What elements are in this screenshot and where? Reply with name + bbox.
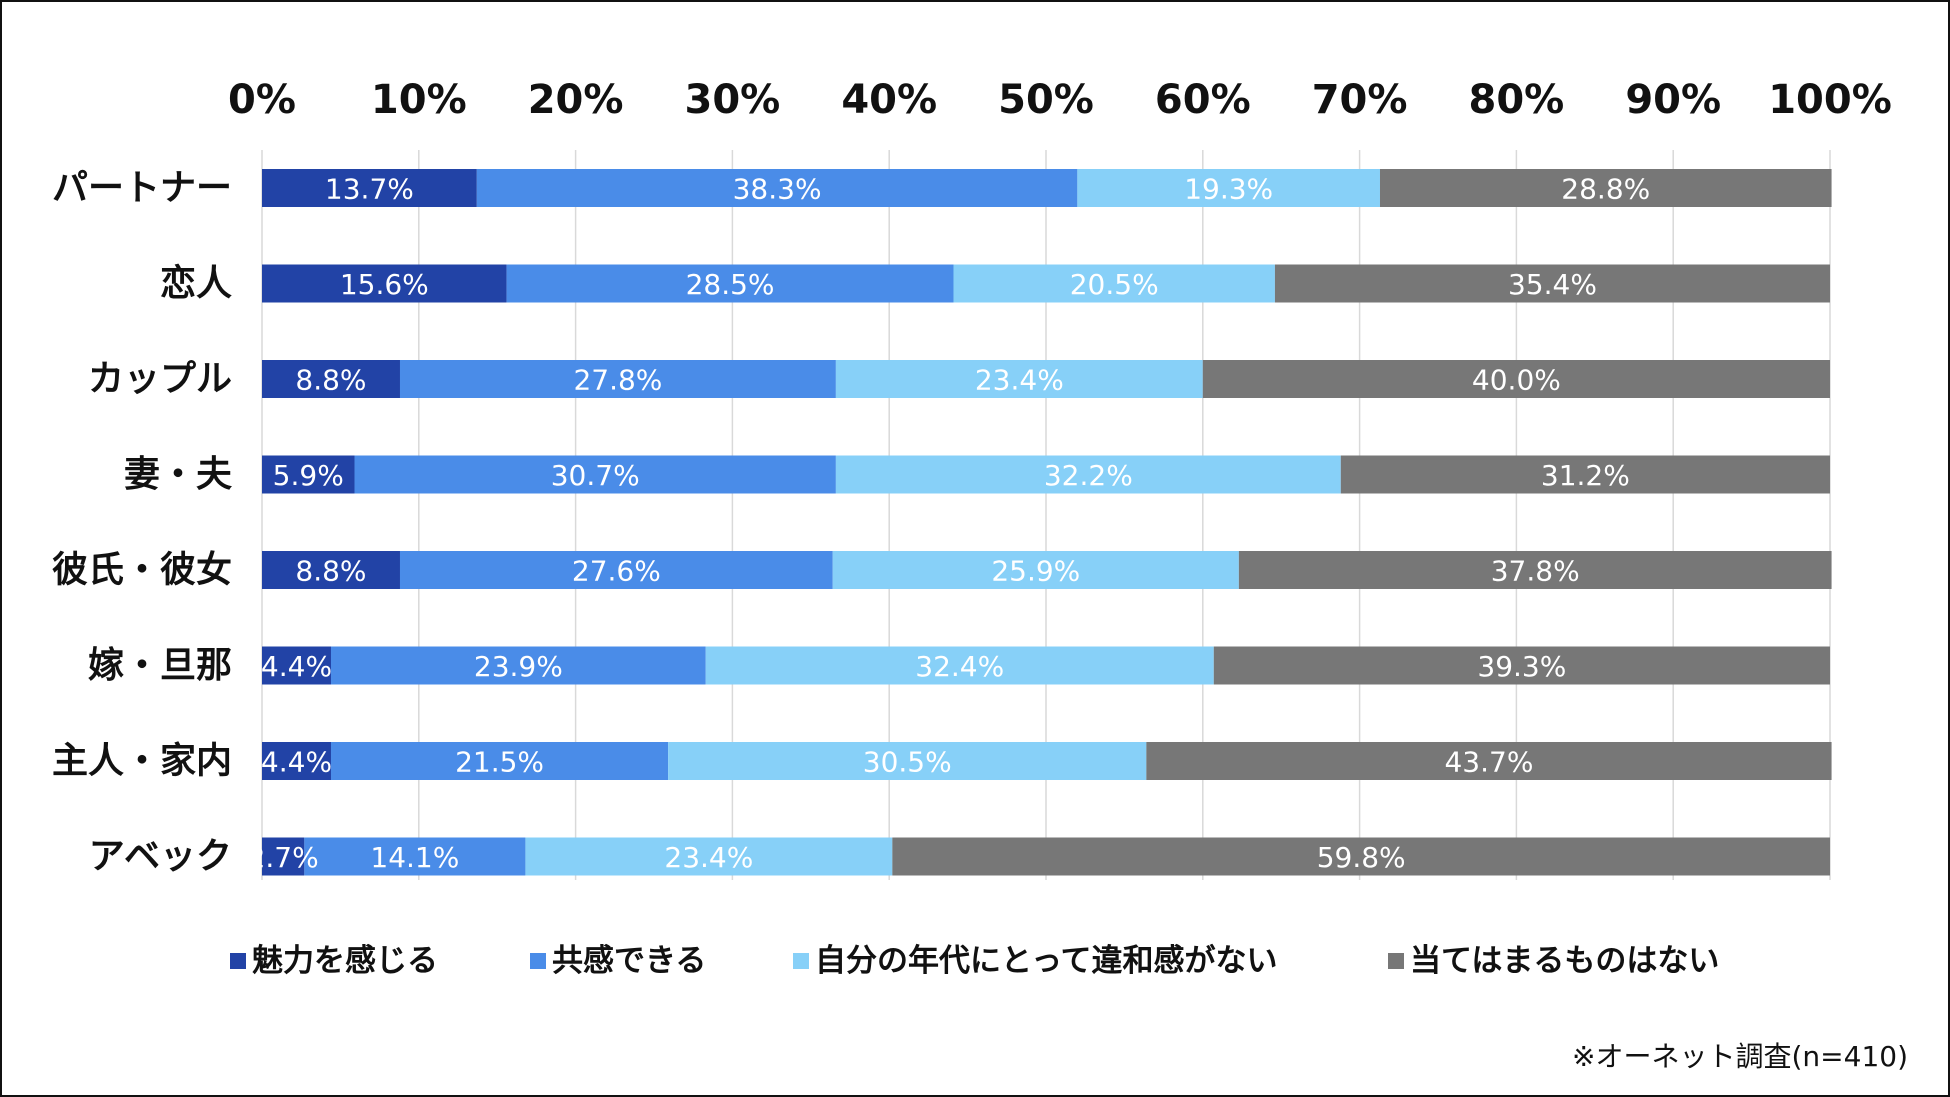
legend-swatch — [793, 953, 809, 969]
bars — [262, 169, 1832, 876]
category-label: 嫁・旦那 — [88, 645, 232, 686]
data-label: 2.7% — [248, 841, 319, 874]
data-label: 37.8% — [1491, 555, 1580, 588]
legend-label: 共感できる — [552, 943, 706, 979]
category-label: パートナー — [52, 168, 232, 209]
data-label: 14.1% — [370, 841, 459, 874]
data-label: 27.8% — [573, 364, 662, 397]
category-label: 彼氏・彼女 — [52, 550, 232, 591]
bar-segment — [262, 837, 305, 876]
bar-segment — [354, 455, 836, 494]
bar-segment — [1202, 360, 1830, 398]
data-label: 59.8% — [1317, 841, 1406, 874]
data-label: 4.4% — [261, 746, 332, 779]
bar-segment — [525, 837, 893, 876]
data-label: 31.2% — [1541, 459, 1630, 492]
data-label: 8.8% — [295, 364, 366, 397]
bar-segment — [476, 169, 1078, 207]
data-label: 21.5% — [455, 746, 544, 779]
bar-segment — [262, 169, 477, 207]
data-label: 5.9% — [273, 459, 344, 492]
x-tick-label: 40% — [841, 77, 937, 123]
x-tick-label: 50% — [998, 77, 1094, 123]
bar-segment — [1379, 169, 1832, 207]
bar-segment — [835, 360, 1203, 398]
data-label: 39.3% — [1477, 650, 1566, 683]
data-label: 38.3% — [733, 173, 822, 206]
bar-segment — [262, 264, 507, 303]
bar-segment — [668, 742, 1147, 780]
bar-segment — [330, 742, 669, 780]
bar-segment — [506, 264, 954, 303]
x-tick-label: 60% — [1155, 77, 1251, 123]
bar-segment — [1238, 551, 1832, 589]
bar-segment — [330, 646, 706, 685]
legend-label: 魅力を感じる — [252, 943, 438, 979]
bar-segment — [399, 360, 836, 398]
category-label: 恋人 — [160, 262, 232, 304]
bar-segment — [262, 646, 331, 685]
bar-segment — [1077, 169, 1380, 207]
bar-segment — [835, 455, 1341, 494]
bar-segment — [304, 837, 526, 876]
bar-segment — [1274, 264, 1830, 303]
x-tick-label: 80% — [1469, 77, 1565, 123]
legend-swatch — [530, 953, 546, 969]
bar-segment — [1340, 455, 1830, 494]
data-label: 13.7% — [325, 173, 414, 206]
data-label: 19.3% — [1184, 173, 1273, 206]
data-label: 35.4% — [1508, 268, 1597, 301]
x-tick-label: 10% — [371, 77, 467, 123]
legend-swatch — [230, 953, 246, 969]
x-tick-label: 90% — [1625, 77, 1721, 123]
bar-segment — [953, 264, 1275, 303]
data-label: 4.4% — [261, 650, 332, 683]
x-tick-label: 30% — [685, 77, 781, 123]
legend-label: 当てはまるものはない — [1410, 943, 1719, 979]
data-label: 28.8% — [1561, 173, 1650, 206]
data-label: 32.4% — [915, 650, 1004, 683]
bar-segment — [399, 551, 833, 589]
data-label: 43.7% — [1444, 746, 1533, 779]
x-tick-label: 20% — [528, 77, 624, 123]
category-label: カップル — [88, 359, 232, 400]
x-tick-label: 0% — [228, 77, 296, 123]
data-label: 20.5% — [1070, 268, 1159, 301]
legend-label: 自分の年代にとって違和感がない — [815, 943, 1278, 979]
data-label: 27.6% — [572, 555, 661, 588]
x-axis-ticks: 0% 10% 20% 30% 40% 50% 60% 70% 80% 90% 100% — [228, 77, 1892, 123]
x-tick-label: 70% — [1312, 77, 1408, 123]
category-label: 主人・家内 — [52, 741, 232, 782]
bar-segment — [262, 551, 400, 589]
data-label: 15.6% — [340, 268, 429, 301]
bar-segment — [262, 742, 331, 780]
legend-swatch — [1388, 953, 1404, 969]
x-tick-label: 100% — [1768, 77, 1892, 123]
category-label: アベック — [89, 836, 232, 877]
bar-segment — [832, 551, 1239, 589]
bar-segment — [705, 646, 1214, 685]
data-label: 23.9% — [474, 650, 563, 683]
data-label: 28.5% — [686, 268, 775, 301]
data-label: 32.2% — [1044, 459, 1133, 492]
data-label: 25.9% — [991, 555, 1080, 588]
data-label: 40.0% — [1472, 364, 1561, 397]
bar-segment — [262, 455, 355, 494]
data-label: 30.7% — [551, 459, 640, 492]
bar-segment — [1213, 646, 1830, 685]
data-label: 23.4% — [664, 841, 753, 874]
category-label: 妻・夫 — [124, 454, 233, 495]
data-label: 30.5% — [863, 746, 952, 779]
bar-segment — [262, 360, 400, 398]
legend: 魅力を感じる 共感できる 自分の年代にとって違和感がない 当てはまるものはない — [230, 943, 1719, 979]
data-label: 23.4% — [975, 364, 1064, 397]
bar-segment — [1146, 742, 1832, 780]
data-label: 8.8% — [295, 555, 366, 588]
data-labels: 13.7% 38.3% 19.3% 28.8% 15.6% 28.5% 20.5% 35.4%… — [248, 173, 1651, 875]
survey-note: ※オーネット調査(n=410) — [1572, 1040, 1908, 1073]
bar-segment — [892, 837, 1830, 876]
